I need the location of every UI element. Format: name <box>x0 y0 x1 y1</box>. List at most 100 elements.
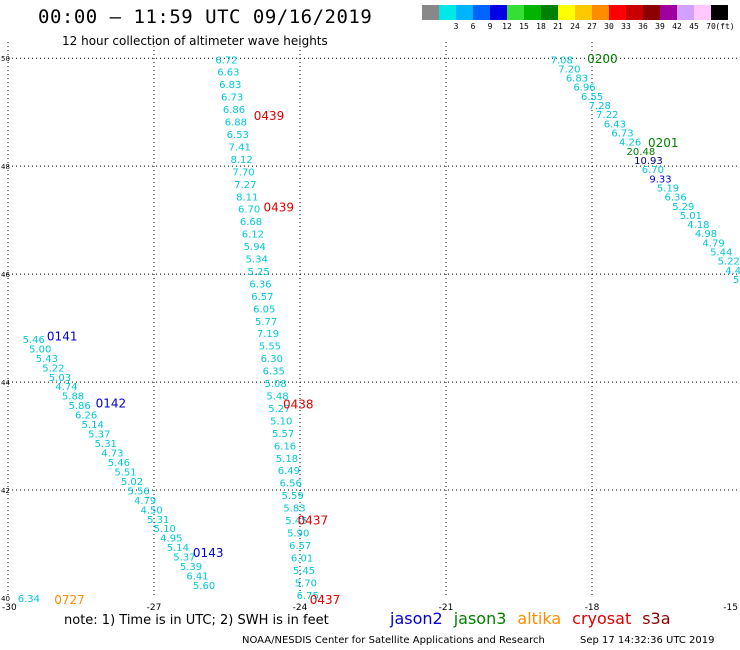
wave-height-value: 5.44 <box>710 248 732 259</box>
pass-time-label: 0142 <box>96 397 127 411</box>
lat-tick-label: 42 <box>1 487 10 495</box>
pass-time-label: 0200 <box>587 52 618 66</box>
pass-time-label: 0141 <box>47 330 78 344</box>
wave-height-value: 6.01 <box>291 553 313 564</box>
wave-height-value: 6.88 <box>225 118 247 129</box>
legend-swatch <box>558 5 575 20</box>
wave-height-value: 5.22 <box>718 257 740 268</box>
wave-height-value: 6.55 <box>581 92 603 103</box>
wave-height-value: 6.16 <box>274 441 296 452</box>
wave-height-value: 7.19 <box>257 329 279 340</box>
wave-height-value: 5.29 <box>672 202 694 213</box>
wave-height-value: 7.20 <box>558 64 580 75</box>
wave-height-value: 6.35 <box>263 367 285 378</box>
wave-height-value: 5.59 <box>281 491 303 502</box>
legend-label: 18 <box>536 22 546 31</box>
wave-height-value: 5.51 <box>114 467 136 478</box>
wave-height-value: 6.56 <box>280 479 302 490</box>
legend-swatch <box>575 5 592 20</box>
wave-height-value: 6.36 <box>249 279 271 290</box>
pass-time-label: 0439 <box>264 201 295 215</box>
wave-height-value: 10.93 <box>634 156 663 167</box>
wave-height-value: 5.14 <box>167 543 189 554</box>
legend-swatch <box>643 5 660 20</box>
legend-swatch <box>711 5 728 20</box>
legend-swatch <box>439 5 456 20</box>
wave-height-value: 6.86 <box>223 105 245 116</box>
pass-time-label: 0727 <box>54 593 85 607</box>
wave-height-value: 6.73 <box>611 129 633 140</box>
pass-time-label: 0438 <box>283 398 314 412</box>
wave-height-value: 8.12 <box>230 155 252 166</box>
wave-height-value: 5.46 <box>23 335 45 346</box>
wave-height-value: 6.83 <box>219 80 241 91</box>
wave-height-value: 6.36 <box>665 193 687 204</box>
legend-label: 3 <box>453 22 459 31</box>
wave-height-value: 5.88 <box>62 392 84 403</box>
wave-height-value: 4.26 <box>619 138 641 149</box>
wave-height-value: 5.83 <box>283 504 305 515</box>
legend-label: 30 <box>604 22 614 31</box>
wave-height-value: 5.02 <box>121 477 143 488</box>
wave-height-value: 6.34 <box>18 594 40 605</box>
pass-time-label: 0437 <box>310 593 341 607</box>
legend-label: 33 <box>621 22 631 31</box>
wave-height-value: 6.53 <box>227 130 249 141</box>
legend-label: 15 <box>519 22 529 31</box>
wave-height-value: 5.56 <box>127 486 149 497</box>
satellite-track: 5.465.005.435.225.034.745.885.866.265.14… <box>23 330 224 592</box>
wave-height-value: 4.50 <box>141 505 163 516</box>
wave-height-value: 5.34 <box>246 255 268 266</box>
wave-height-value: 5.55 <box>259 342 281 353</box>
wave-height-value: 5.22 <box>42 363 64 374</box>
wave-height-value: 5.31 <box>147 515 169 526</box>
lat-tick-label: 40 <box>1 595 10 603</box>
wave-height-value: 4.73 <box>101 449 123 460</box>
wave-height-value: 5.45 <box>293 566 315 577</box>
wave-height-value: 5.10 <box>270 416 292 427</box>
wave-height-value: 4.74 <box>55 382 77 393</box>
wave-height-value: 6.96 <box>573 83 595 94</box>
altimeter-tracks: 6.726.636.836.736.866.886.537.418.127.70… <box>18 52 740 607</box>
satellite-name: cryosat <box>572 609 632 628</box>
legend-label: 9 <box>487 22 493 31</box>
wave-height-value: 6.05 <box>253 304 275 315</box>
wave-height-value: 6.57 <box>289 541 311 552</box>
wave-height-value: 5.00 <box>29 344 51 355</box>
lon-tick-label: -24 <box>293 603 308 610</box>
legend-label: 39 <box>655 22 665 31</box>
wave-height-value: 5.48 <box>266 392 288 403</box>
wave-height-value: 5.14 <box>82 420 104 431</box>
wave-height-value: 20.48 <box>627 147 656 158</box>
wave-height-value: 5.37 <box>733 275 740 286</box>
legend-swatch <box>524 5 541 20</box>
legend-label: 27 <box>587 22 597 31</box>
satellite-name: jason3 <box>453 609 507 628</box>
legend-swatch <box>422 5 439 20</box>
wave-height-value: 6.70 <box>238 205 260 216</box>
wave-height-value: 6.30 <box>261 354 283 365</box>
wave-height-value: 6.72 <box>215 55 237 66</box>
legend-label: 42 <box>672 22 682 31</box>
wave-height-value: 5.19 <box>657 183 679 194</box>
lon-tick-label: -18 <box>585 603 600 610</box>
wave-height-value: 5.86 <box>68 401 90 412</box>
legend-label: 36 <box>638 22 648 31</box>
wave-height-value: 4.49 <box>725 266 740 277</box>
wave-height-value: 6.57 <box>251 292 273 303</box>
legend-label: 70 <box>706 22 716 31</box>
lon-tick-label: -30 <box>2 603 17 610</box>
wave-height-value: 5.45 <box>285 516 307 527</box>
legend-label: 12 <box>502 22 512 31</box>
wave-height-value: 7.28 <box>589 101 611 112</box>
wave-height-value: 6.70 <box>642 165 664 176</box>
map-grid <box>7 42 738 598</box>
wave-height-value: 7.08 <box>551 55 573 66</box>
legend-swatch <box>660 5 677 20</box>
wave-height-value: 6.26 <box>75 411 97 422</box>
wave-height-value: 4.95 <box>160 534 182 545</box>
legend-swatch <box>592 5 609 20</box>
wave-height-value: 5.37 <box>173 553 195 564</box>
wave-height-value: 5.31 <box>95 439 117 450</box>
